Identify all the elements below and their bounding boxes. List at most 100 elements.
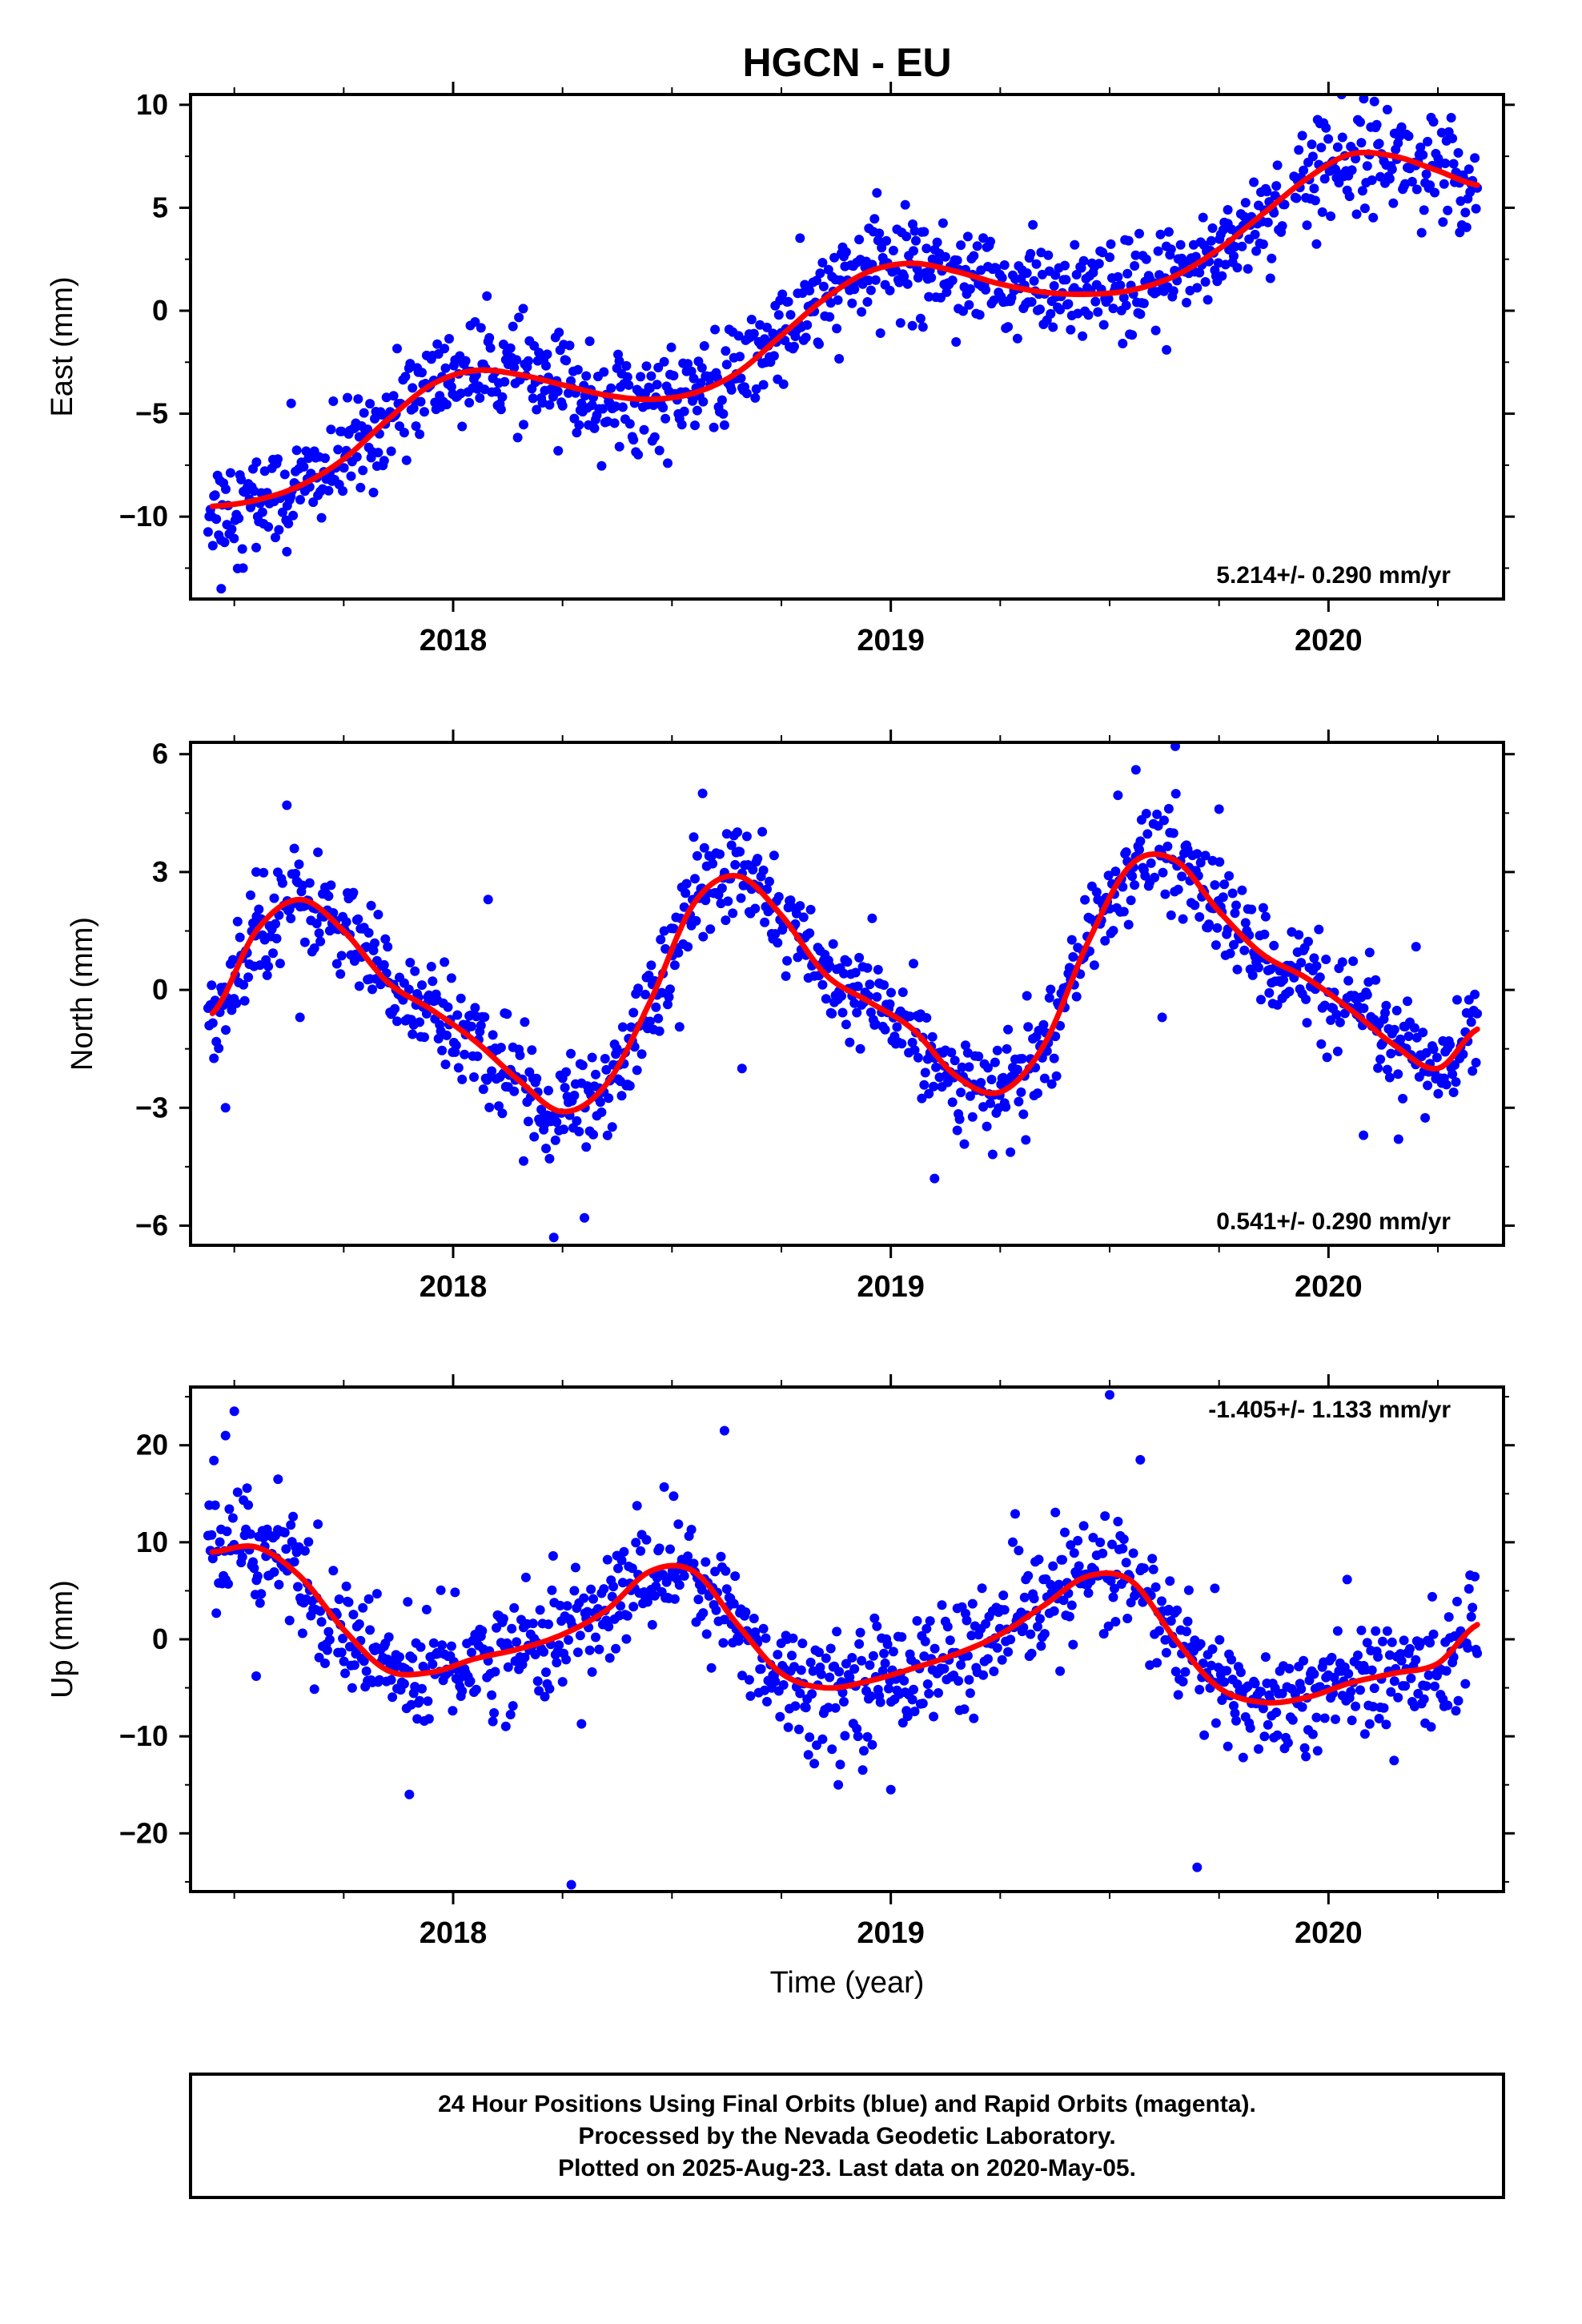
data-point	[879, 1648, 889, 1659]
plot-frame	[189, 93, 1505, 601]
data-point	[649, 1590, 660, 1601]
data-point	[323, 891, 334, 901]
data-point	[497, 392, 508, 402]
data-point	[833, 295, 843, 305]
x-tick-label: 2020	[1295, 624, 1363, 657]
data-point	[785, 310, 796, 320]
data-point	[498, 340, 508, 349]
data-point	[1055, 1666, 1066, 1676]
data-point	[534, 1686, 544, 1696]
data-point	[1210, 1583, 1220, 1594]
data-point	[1331, 1714, 1340, 1724]
data-point	[718, 1638, 729, 1648]
data-point	[456, 993, 466, 1003]
data-point	[1199, 1730, 1210, 1740]
data-point	[254, 904, 264, 915]
data-point	[1048, 1561, 1058, 1571]
data-point	[1022, 268, 1032, 278]
data-point	[1389, 1755, 1399, 1766]
data-point	[1002, 1043, 1012, 1054]
data-point	[1230, 1708, 1240, 1719]
data-point	[922, 1679, 933, 1689]
data-point	[982, 1121, 992, 1132]
data-point	[353, 914, 363, 924]
data-point	[408, 383, 418, 393]
data-point	[874, 228, 885, 239]
data-point	[850, 967, 861, 978]
data-point	[1470, 1571, 1480, 1582]
data-point	[622, 1610, 632, 1621]
y-axis-label: East (mm)	[46, 276, 79, 416]
data-point	[977, 1583, 987, 1594]
data-point	[1078, 1521, 1089, 1531]
data-point	[1258, 239, 1268, 249]
data-point	[969, 1713, 979, 1723]
data-point	[808, 1666, 818, 1676]
data-point	[719, 1614, 729, 1625]
data-point	[476, 1020, 486, 1031]
data-point	[331, 959, 342, 969]
data-point	[795, 901, 805, 911]
data-point	[839, 1697, 849, 1707]
data-point	[523, 356, 533, 366]
data-point	[363, 927, 374, 938]
data-point	[847, 298, 857, 308]
data-point	[1299, 165, 1309, 175]
data-point	[286, 1520, 296, 1530]
data-point	[967, 1598, 978, 1609]
data-point	[1343, 1669, 1354, 1679]
data-point	[606, 383, 616, 393]
y-tick-label: 20	[136, 1429, 168, 1462]
data-point	[1309, 953, 1319, 963]
data-point	[299, 937, 310, 947]
data-point	[1036, 1641, 1046, 1651]
data-point	[1195, 858, 1206, 868]
data-point	[1302, 220, 1312, 231]
data-point	[945, 1635, 955, 1646]
data-point	[1113, 1517, 1123, 1526]
data-point	[673, 947, 684, 958]
data-point	[626, 1022, 636, 1032]
footer-line-1: 24 Hour Positions Using Final Orbits (bl…	[438, 2091, 1256, 2117]
y-tick-label: −5	[135, 397, 168, 430]
data-point	[1470, 153, 1480, 163]
data-point	[966, 1630, 977, 1641]
data-point	[416, 1642, 426, 1652]
data-point	[1071, 270, 1082, 279]
data-point	[950, 1055, 960, 1066]
data-points	[203, 94, 1483, 594]
data-point	[961, 1040, 970, 1051]
data-point	[857, 307, 867, 317]
data-point	[1113, 271, 1123, 282]
data-point	[636, 1546, 646, 1556]
data-point	[773, 938, 783, 948]
data-point	[1150, 325, 1161, 336]
data-point	[269, 893, 279, 903]
data-point	[273, 454, 283, 464]
data-point	[710, 1566, 721, 1577]
data-point	[809, 1759, 820, 1769]
data-point	[681, 888, 691, 899]
data-point	[1296, 1684, 1307, 1695]
data-point	[978, 233, 989, 243]
data-point	[1110, 1617, 1121, 1626]
x-tick-label: 2019	[857, 1270, 925, 1304]
data-point	[1284, 987, 1295, 997]
data-point	[452, 1010, 463, 1020]
data-point	[921, 1013, 932, 1023]
data-point	[1430, 1681, 1439, 1691]
data-point	[1448, 159, 1459, 169]
data-point	[1070, 239, 1080, 250]
data-point	[295, 1012, 305, 1023]
data-point	[503, 1662, 513, 1672]
data-point	[1100, 935, 1110, 946]
data-point	[1098, 1548, 1108, 1558]
data-point	[1258, 1703, 1268, 1714]
data-point	[829, 252, 840, 263]
data-point	[1107, 1539, 1117, 1550]
data-point	[669, 1491, 679, 1502]
data-point	[363, 1594, 374, 1604]
velocity-annotation: -1.405+/- 1.133 mm/yr	[1208, 1397, 1451, 1423]
data-point	[309, 943, 319, 953]
data-point	[518, 304, 528, 314]
